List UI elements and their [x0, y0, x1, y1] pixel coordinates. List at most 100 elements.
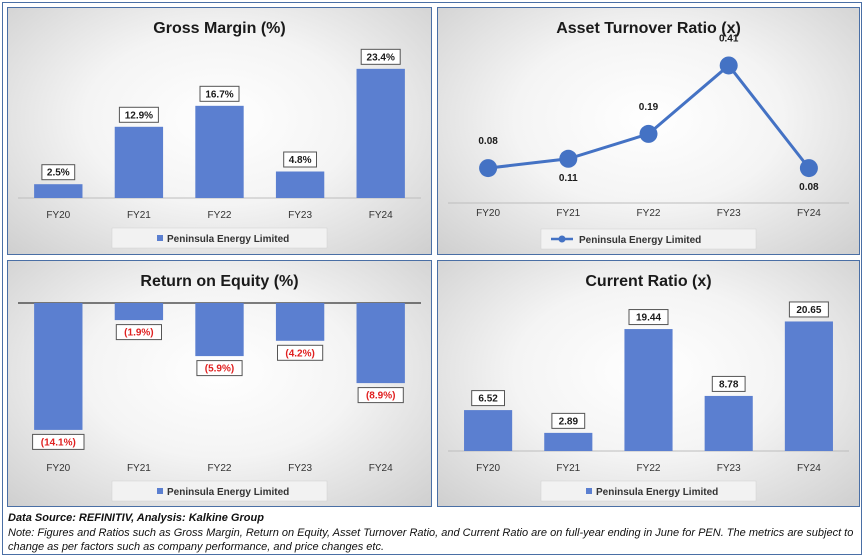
data-label: 23.4%: [367, 52, 395, 63]
data-point: [719, 56, 738, 75]
bar: [275, 171, 325, 198]
data-label: 6.52: [478, 394, 498, 405]
data-point: [479, 159, 498, 178]
legend-swatch: [586, 488, 592, 494]
data-label-box: [711, 375, 746, 392]
data-label-box: [357, 387, 404, 404]
data-label: 20.65: [796, 305, 821, 316]
data-label: 0.11: [559, 173, 578, 184]
x-tick-label: FY22: [208, 463, 232, 474]
x-tick-label: FY20: [46, 463, 70, 474]
data-label: 12.9%: [125, 110, 153, 121]
data-label: 0.08: [799, 182, 819, 193]
x-tick-label: FY23: [288, 463, 312, 474]
legend-label: Peninsula Energy Limited: [167, 234, 289, 245]
bar: [34, 184, 83, 198]
data-label: 2.89: [559, 416, 579, 427]
x-tick-label: FY24: [369, 463, 393, 474]
data-label: 8.78: [719, 379, 739, 390]
data-label: 16.7%: [205, 89, 233, 100]
legend-box: [540, 228, 757, 250]
gross-margin-chart: Gross Margin (%) 2.5% FY20 12.9% FY21 16.7% FY…: [7, 7, 432, 255]
data-label-box: [628, 309, 669, 326]
data-label: 0.41: [719, 33, 739, 44]
chart-svg: Current Ratio (x) 6.52 FY20 2.89 FY21 19.44 FY…: [448, 273, 849, 502]
x-tick-label: FY22: [637, 208, 661, 219]
legend-marker: [558, 235, 566, 243]
data-label-box: [788, 301, 829, 318]
chart-title: Return on Equity (%): [140, 273, 298, 290]
data-label: 0.08: [478, 136, 498, 147]
data-label-box: [199, 85, 240, 102]
data-label: 2.5%: [47, 168, 70, 179]
legend-label: Peninsula Energy Limited: [596, 487, 718, 498]
bar: [356, 303, 405, 384]
x-tick-label: FY21: [127, 463, 151, 474]
x-tick-label: FY22: [637, 463, 661, 474]
data-label-box: [118, 106, 159, 123]
legend-label: Peninsula Energy Limited: [167, 487, 289, 498]
data-label-box: [277, 344, 324, 361]
bar: [195, 105, 244, 198]
bar: [114, 126, 164, 198]
data-point: [559, 149, 578, 168]
data-label-box: [551, 412, 586, 429]
chart-svg: Gross Margin (%) 2.5% FY20 12.9% FY21 16.7% FY…: [18, 20, 421, 249]
x-tick-label: FY21: [556, 208, 580, 219]
x-tick-label: FY20: [46, 210, 70, 221]
legend-swatch: [157, 488, 163, 494]
data-label: 19.44: [636, 313, 661, 324]
bar: [544, 432, 593, 451]
footer: Data Source: REFINITIV, Analysis: Kalkin…: [8, 512, 858, 554]
data-label: 4.8%: [289, 155, 312, 166]
asset-turnover-chart: Asset Turnover Ratio (x) 0.08 FY20 0.11 FY21…: [437, 7, 860, 255]
data-point: [799, 159, 818, 178]
bar: [275, 303, 325, 341]
data-label-box: [471, 390, 505, 407]
bar: [704, 395, 753, 451]
bar: [464, 410, 513, 451]
x-tick-label: FY20: [476, 463, 500, 474]
x-tick-label: FY24: [797, 208, 821, 219]
x-tick-label: FY23: [717, 463, 741, 474]
data-label: (5.9%): [205, 364, 234, 375]
data-label: (1.9%): [124, 328, 153, 339]
series-line: [487, 63, 811, 170]
bar: [356, 68, 405, 198]
legend-box: [111, 227, 328, 249]
bar: [624, 329, 673, 451]
chart-title: Current Ratio (x): [585, 273, 711, 290]
data-label-box: [196, 360, 243, 377]
x-tick-label: FY21: [556, 463, 580, 474]
x-tick-label: FY24: [369, 210, 393, 221]
data-label: (4.2%): [285, 348, 314, 359]
legend-label: Peninsula Energy Limited: [579, 235, 701, 246]
legend-box: [540, 480, 757, 502]
data-point: [639, 124, 658, 143]
bar: [784, 321, 833, 451]
bar: [195, 303, 244, 357]
chart-svg: Return on Equity (%) (14.1%) FY20 (1.9%) FY2…: [18, 273, 421, 502]
legend-swatch: [157, 235, 163, 241]
legend-box: [111, 480, 328, 502]
data-label-box: [32, 433, 85, 450]
data-label: (8.9%): [366, 391, 395, 402]
x-tick-label: FY21: [127, 210, 151, 221]
x-tick-label: FY23: [717, 208, 741, 219]
x-tick-label: FY20: [476, 208, 500, 219]
data-label-box: [115, 324, 163, 341]
x-tick-label: FY22: [208, 210, 232, 221]
bar: [34, 303, 83, 430]
data-source: Data Source: REFINITIV, Analysis: Kalkin…: [8, 512, 264, 524]
data-label: (14.1%): [41, 437, 76, 448]
bar: [114, 303, 164, 321]
data-label-box: [41, 164, 76, 181]
chart-title: Gross Margin (%): [153, 20, 285, 37]
x-tick-label: FY24: [797, 463, 821, 474]
data-label-box: [360, 48, 401, 65]
data-label-box: [283, 151, 318, 168]
footnote: Note: Figures and Ratios such as Gross M…: [8, 527, 854, 553]
chart-svg: Asset Turnover Ratio (x) 0.08 FY20 0.11 FY21…: [448, 20, 849, 250]
return-on-equity-chart: Return on Equity (%) (14.1%) FY20 (1.9%) FY2…: [7, 260, 432, 507]
